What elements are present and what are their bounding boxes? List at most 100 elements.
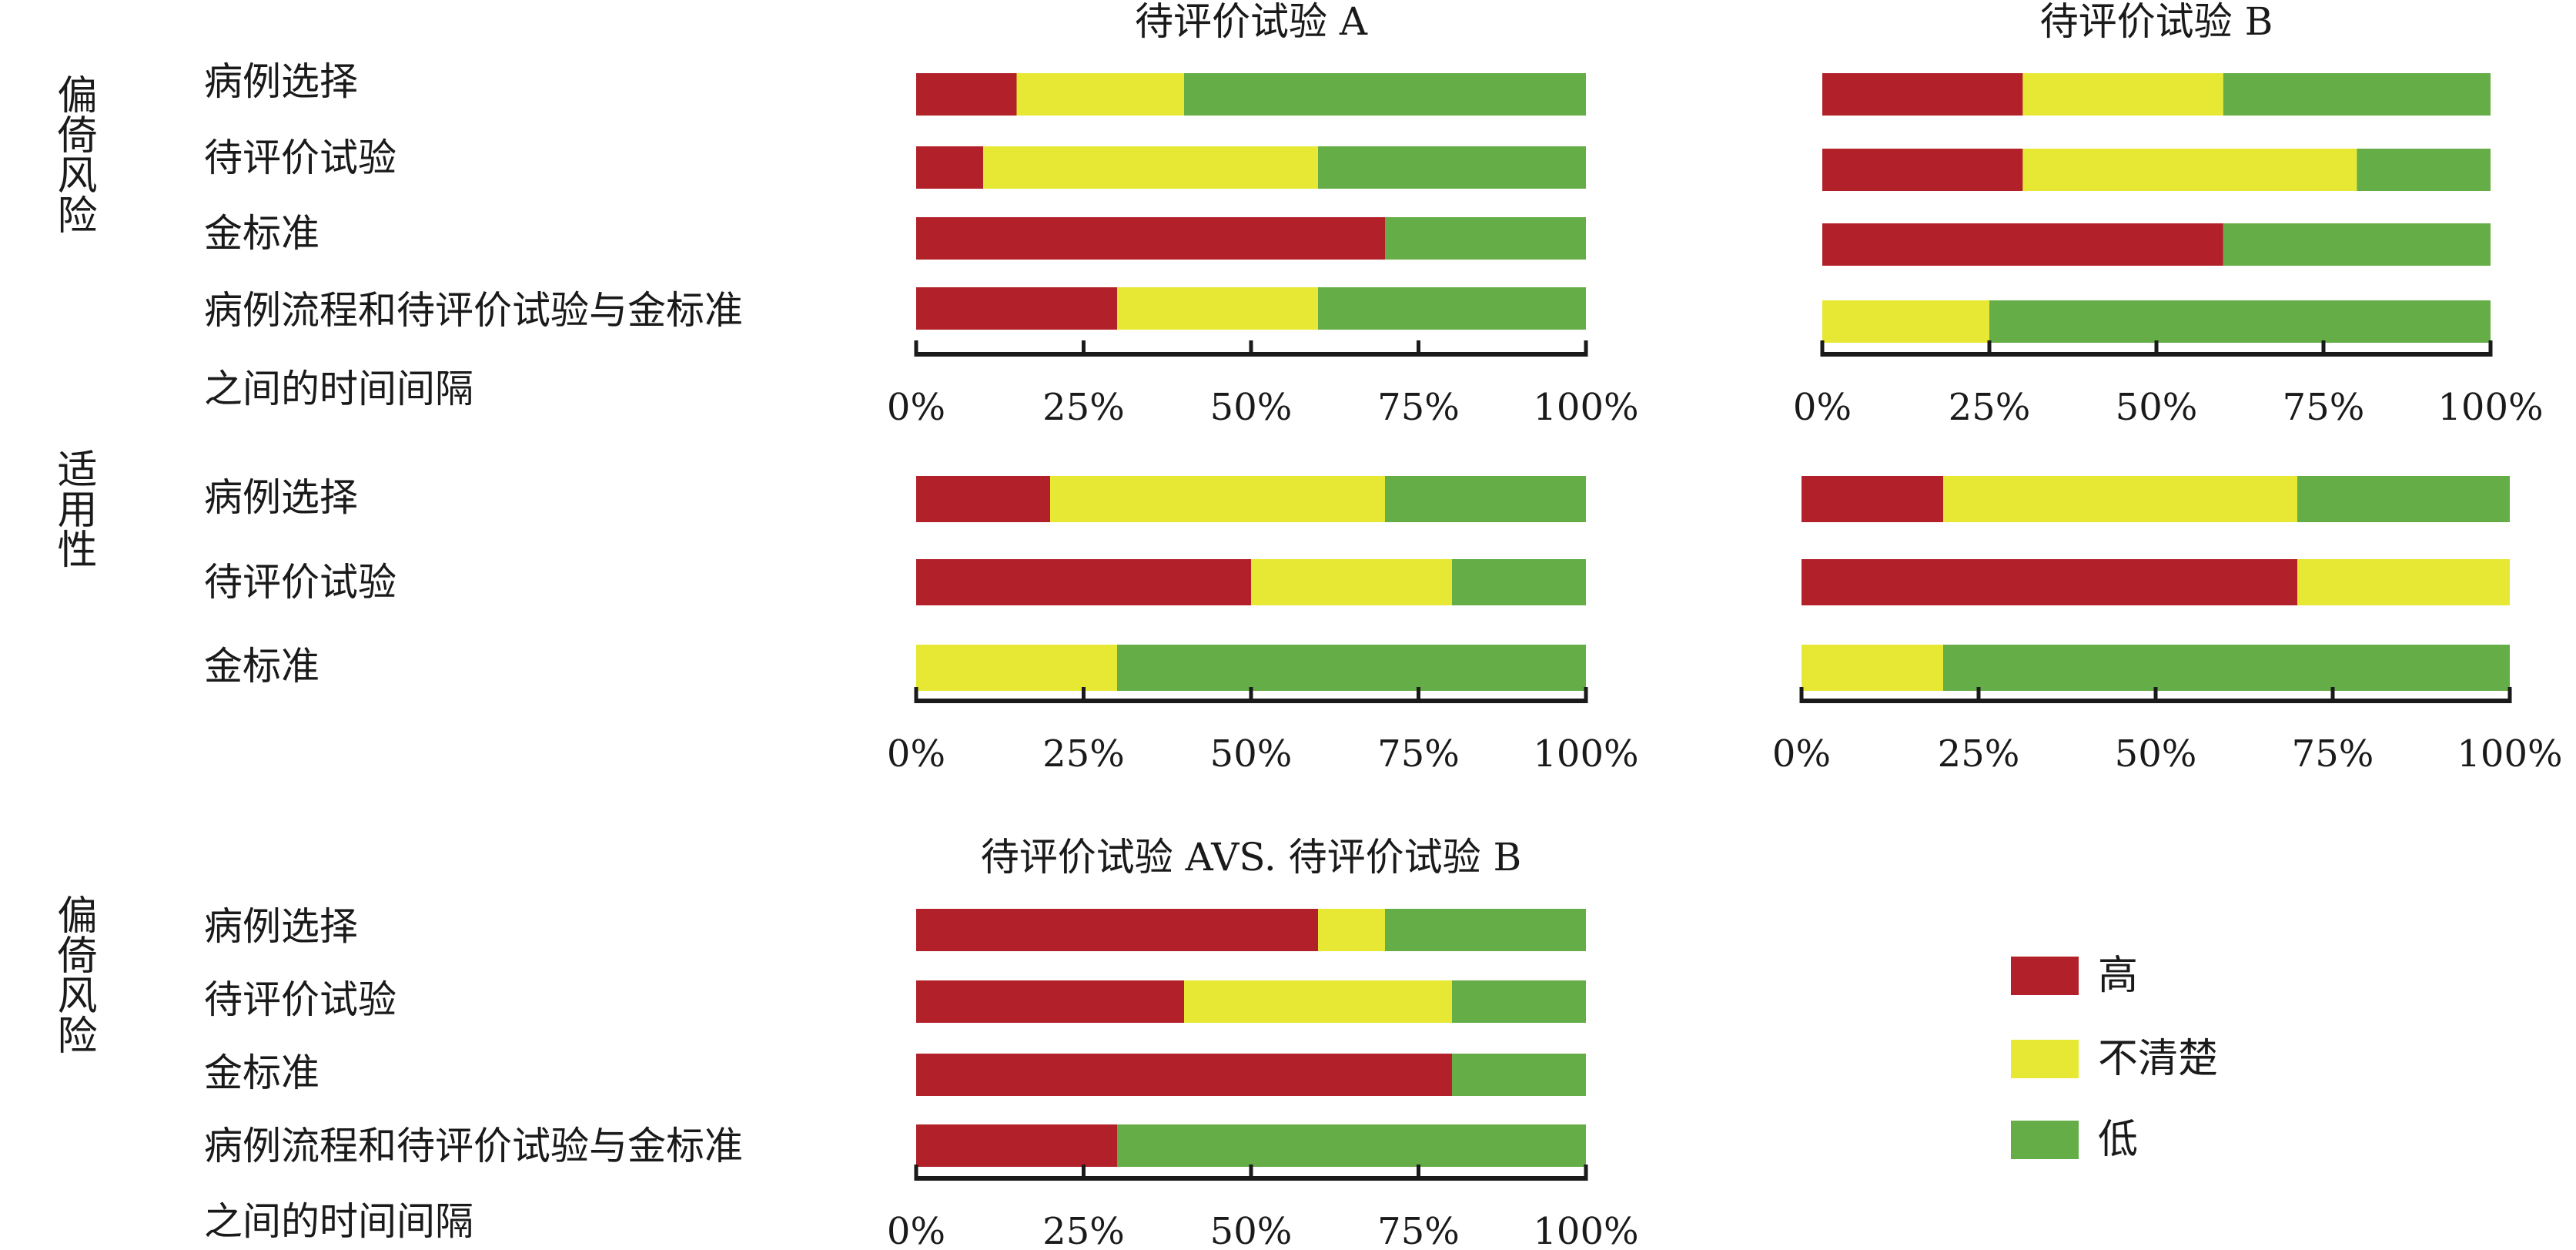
bar-segment-low xyxy=(1452,980,1586,1023)
bar-segment-low xyxy=(2297,476,2510,522)
row-label-app-reference-standard: 金标准 xyxy=(204,644,319,689)
bar-segment-high xyxy=(916,476,1050,522)
bar-segment-unclear xyxy=(1822,300,1989,343)
bar-segment-high xyxy=(916,980,1184,1023)
bar-segment-high xyxy=(1802,476,1943,522)
bar-segment-high xyxy=(1822,73,2023,116)
bar-segment-unclear xyxy=(916,645,1117,691)
row-label-case-selection: 病例选择 xyxy=(204,59,358,104)
x-tick-label: 25% xyxy=(1042,732,1125,776)
bar-segment-high xyxy=(1822,149,2023,191)
bar-segment-low xyxy=(1318,287,1586,330)
bar-segment-high xyxy=(1802,559,2297,605)
row-label-reference-standard-b: 金标准 xyxy=(204,1051,319,1095)
panel-bias-test-a: 待评价试验 A 0% 25% 50% 75% 100% xyxy=(887,0,1639,429)
row-label-app-index-test: 待评价试验 xyxy=(204,560,396,605)
bar-segment-unclear xyxy=(1050,476,1385,522)
bar-segment-low xyxy=(1385,909,1586,951)
x-tick-label: 25% xyxy=(1949,386,2031,429)
bar-segment-unclear xyxy=(1184,980,1452,1023)
x-tick-label: 50% xyxy=(2116,386,2198,429)
bar-segment-low xyxy=(1989,300,2491,343)
bar-segment-low xyxy=(1318,146,1586,189)
x-tick-label: 25% xyxy=(1042,1210,1125,1250)
x-tick-label: 50% xyxy=(1210,1210,1293,1250)
x-tick-label: 75% xyxy=(1377,1210,1460,1250)
bar-segment-low xyxy=(2223,223,2491,266)
bar-segment-high xyxy=(916,217,1385,260)
bar-segment-unclear xyxy=(1802,645,1943,691)
bar-segment-high xyxy=(1822,223,2223,266)
bar-segment-unclear xyxy=(1251,559,1452,605)
legend-label-low: 低 xyxy=(2098,1117,2138,1163)
legend-swatch-low xyxy=(2011,1121,2079,1159)
bar-segment-unclear xyxy=(983,146,1318,189)
x-tick-label: 0% xyxy=(887,386,945,429)
bar-segment-unclear xyxy=(2297,559,2510,605)
side-label-bias-bottom: 偏倚风险 xyxy=(50,894,97,1054)
bar-segment-low xyxy=(1117,645,1586,691)
x-tick-label: 75% xyxy=(2292,732,2374,776)
bar-segment-low xyxy=(1943,645,2510,691)
bar-segment-high xyxy=(916,287,1117,330)
panel-title: 待评价试验 B xyxy=(2040,0,2273,44)
side-label-applicability: 适用性 xyxy=(50,448,96,568)
panel-applicability-test-a: 0% 25% 50% 75% 100% xyxy=(887,476,1639,776)
row-label-flow-timing: 病例流程和待评价试验与金标准 xyxy=(204,288,743,333)
row-label-flow-timing-2-b: 之间的时间间隔 xyxy=(204,1199,473,1244)
row-label-app-case-selection: 病例选择 xyxy=(204,475,358,520)
x-tick-label: 50% xyxy=(1210,386,1293,429)
x-tick-label: 100% xyxy=(1533,732,1638,776)
panel-title: 待评价试验 AVS. 待评价试验 B xyxy=(981,835,1522,880)
bar-segment-unclear xyxy=(1016,73,1184,116)
bar-segment-unclear xyxy=(1117,287,1318,330)
bar-segment-low xyxy=(1385,217,1586,260)
panel-applicability-test-b: 0% 25% 50% 75% 100% xyxy=(1772,476,2563,776)
panel-bias-a-vs-b: 待评价试验 AVS. 待评价试验 B 0% 25% 50% 75% 100% xyxy=(887,835,1639,1250)
bar-segment-unclear xyxy=(2022,149,2357,191)
x-tick-label: 0% xyxy=(887,732,945,776)
bar-segment-unclear xyxy=(1943,476,2297,522)
x-tick-label: 50% xyxy=(2115,732,2197,776)
bar-segment-high xyxy=(916,1124,1117,1167)
row-label-flow-timing-2: 之间的时间间隔 xyxy=(204,367,473,411)
bar-segment-high xyxy=(916,559,1251,605)
x-tick-label: 75% xyxy=(2283,386,2365,429)
bar-segment-low xyxy=(1385,476,1586,522)
bar-segment-low xyxy=(2357,149,2491,191)
x-tick-label: 100% xyxy=(1533,1210,1638,1250)
x-tick-label: 50% xyxy=(1210,732,1293,776)
x-tick-label: 0% xyxy=(1772,732,1831,776)
x-tick-label: 75% xyxy=(1377,386,1460,429)
bar-segment-high xyxy=(916,73,1017,116)
side-label-bias-top: 偏倚风险 xyxy=(50,74,97,234)
row-label-reference-standard: 金标准 xyxy=(204,211,319,256)
row-label-case-selection-b: 病例选择 xyxy=(204,904,358,949)
x-tick-label: 25% xyxy=(1042,386,1125,429)
legend-swatch-unclear xyxy=(2011,1040,2079,1078)
row-label-index-test: 待评价试验 xyxy=(204,136,396,180)
bar-segment-low xyxy=(2223,73,2491,116)
bar-segment-unclear xyxy=(2022,73,2223,116)
bar-segment-low xyxy=(1452,1054,1586,1096)
x-tick-label: 100% xyxy=(2457,732,2562,776)
bar-segment-low xyxy=(1117,1124,1586,1167)
x-tick-label: 75% xyxy=(1377,732,1460,776)
x-tick-label: 25% xyxy=(1938,732,2020,776)
bar-segment-high xyxy=(916,909,1318,951)
panel-title: 待评价试验 A xyxy=(1135,0,1368,44)
bar-segment-low xyxy=(1184,73,1586,116)
bar-segment-unclear xyxy=(1318,909,1385,951)
bar-segment-high xyxy=(916,146,983,189)
x-tick-label: 100% xyxy=(2437,386,2543,429)
bar-segment-low xyxy=(1452,559,1586,605)
panel-bias-test-b: 待评价试验 B 0% 25% 50% 75% 100% xyxy=(1793,0,2544,429)
legend-swatch-high xyxy=(2011,957,2079,995)
bar-segment-high xyxy=(916,1054,1452,1096)
row-label-index-test-b: 待评价试验 xyxy=(204,977,396,1022)
legend-label-high: 高 xyxy=(2098,953,2138,999)
x-tick-label: 0% xyxy=(1793,386,1852,429)
x-tick-label: 100% xyxy=(1533,386,1638,429)
